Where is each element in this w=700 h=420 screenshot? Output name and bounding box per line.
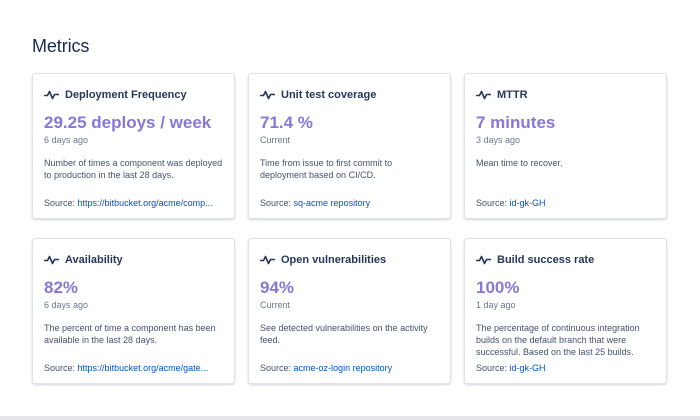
source-link[interactable]: id-gk-GH — [509, 363, 546, 373]
card-header: Deployment Frequency — [44, 87, 223, 103]
metric-updated: 1 day ago — [476, 300, 516, 310]
card-header: Open vulnerabilities — [260, 252, 439, 268]
metric-description: The percentage of continuous integration… — [476, 323, 640, 357]
source-label: Source: — [476, 198, 508, 208]
metric-source: Source: https://bitbucket.org/acme/gate.… — [44, 362, 223, 374]
metric-value: 94% — [260, 278, 295, 297]
metric-value: 100% — [476, 278, 520, 297]
card-title: MTTR — [497, 89, 528, 101]
metric-updated: 3 days ago — [476, 135, 521, 145]
activity-icon — [476, 255, 491, 265]
source-link[interactable]: sq-acme repository — [293, 198, 371, 208]
activity-icon — [260, 255, 275, 265]
metrics-grid: Deployment Frequency 29.25 deploys / wee… — [32, 73, 668, 384]
card-header: Unit test coverage — [260, 87, 439, 103]
source-link[interactable]: id-gk-GH — [509, 198, 546, 208]
metric-card-unit-test-coverage[interactable]: Unit test coverage 71.4 % Current Time f… — [248, 73, 451, 219]
metric-card-mttr[interactable]: MTTR 7 minutes 3 days ago Mean time to r… — [464, 73, 667, 219]
card-header: Availability — [44, 252, 223, 268]
metric-updated: Current — [260, 300, 291, 310]
bottom-divider — [0, 416, 700, 420]
card-title: Deployment Frequency — [65, 89, 187, 101]
metric-card-availability[interactable]: Availability 82% 6 days ago The percent … — [32, 238, 235, 384]
metric-source: Source: https://bitbucket.org/acme/comp.… — [44, 197, 223, 209]
source-link[interactable]: acme-oz-login repository — [293, 363, 393, 373]
metric-updated: 6 days ago — [44, 300, 89, 310]
metric-updated: 6 days ago — [44, 135, 89, 145]
card-title: Build success rate — [497, 254, 595, 266]
card-header: MTTR — [476, 87, 655, 103]
metric-value: 29.25 deploys / week — [44, 113, 212, 132]
source-label: Source: — [260, 363, 292, 373]
metric-card-open-vulnerabilities[interactable]: Open vulnerabilities 94% Current See det… — [248, 238, 451, 384]
metric-source: Source: id-gk-GH — [476, 197, 655, 209]
metric-description: Time from issue to first commit to deplo… — [260, 158, 393, 180]
activity-icon — [44, 90, 59, 100]
card-header: Build success rate — [476, 252, 655, 268]
source-label: Source: — [44, 363, 76, 373]
source-link[interactable]: https://bitbucket.org/acme/gate... — [77, 363, 209, 373]
metric-card-build-success-rate[interactable]: Build success rate 100% 1 day ago The pe… — [464, 238, 667, 384]
activity-icon — [260, 90, 275, 100]
metric-description: See detected vulnerabilities on the acti… — [260, 323, 428, 345]
page-title: Metrics — [32, 36, 90, 56]
card-title: Unit test coverage — [281, 89, 377, 101]
metric-updated: Current — [260, 135, 291, 145]
metric-value: 82% — [44, 278, 79, 297]
metric-source: Source: sq-acme repository — [260, 197, 439, 209]
metric-card-deployment-frequency[interactable]: Deployment Frequency 29.25 deploys / wee… — [32, 73, 235, 219]
metric-value: 7 minutes — [476, 113, 556, 132]
source-label: Source: — [476, 363, 508, 373]
card-title: Availability — [65, 254, 123, 266]
metric-source: Source: id-gk-GH — [476, 362, 655, 374]
activity-icon — [476, 90, 491, 100]
source-label: Source: — [44, 198, 76, 208]
metric-description: Mean time to recover. — [476, 158, 563, 168]
metric-description: The percent of time a component has been… — [44, 323, 216, 345]
source-label: Source: — [260, 198, 292, 208]
activity-icon — [44, 255, 59, 265]
metric-value: 71.4 % — [260, 113, 313, 132]
metric-description: Number of times a component was deployed… — [44, 158, 223, 180]
metric-source: Source: acme-oz-login repository — [260, 362, 439, 374]
source-link[interactable]: https://bitbucket.org/acme/comp... — [77, 198, 213, 208]
card-title: Open vulnerabilities — [281, 254, 387, 266]
